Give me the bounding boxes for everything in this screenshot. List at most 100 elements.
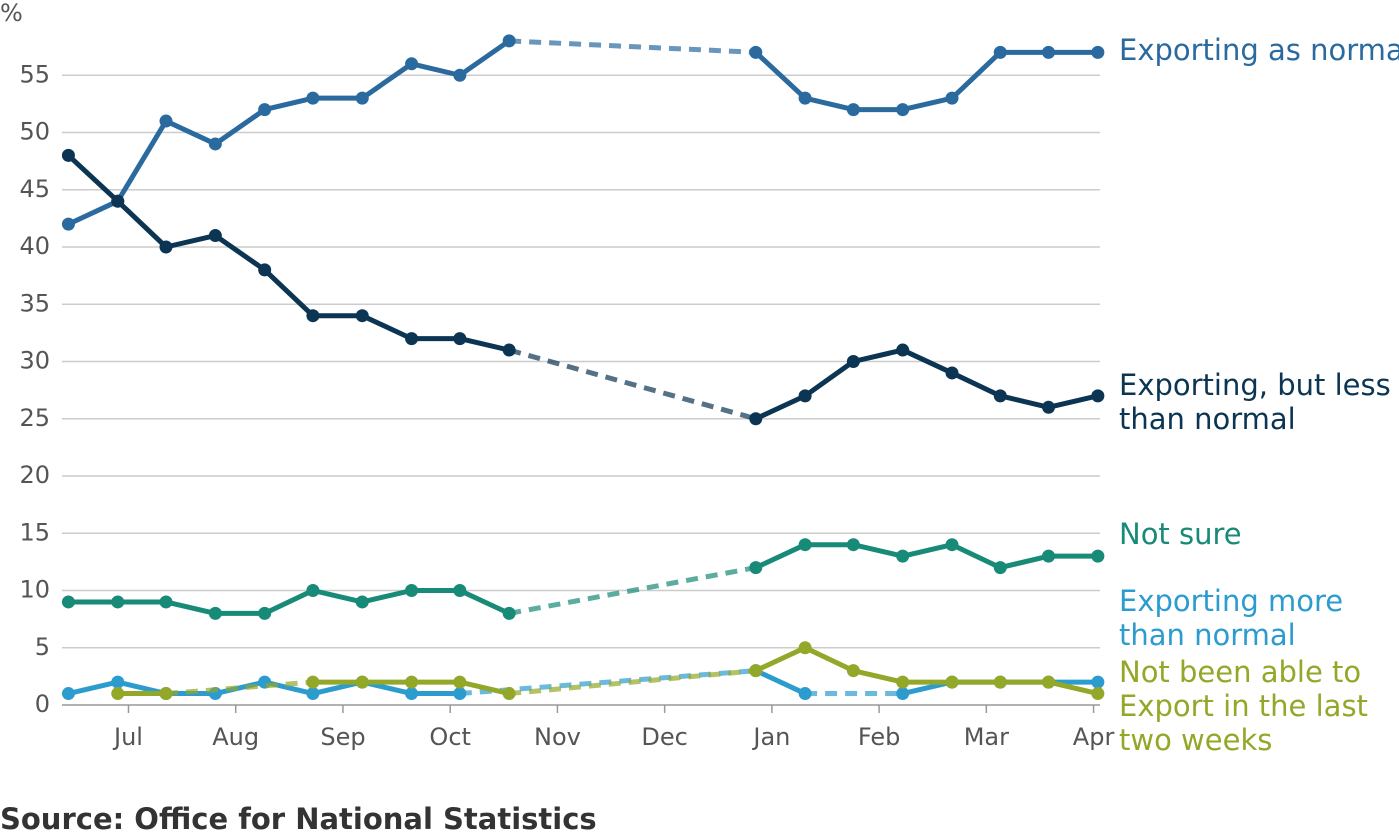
point — [945, 538, 959, 552]
y-tick-label: 45 — [19, 175, 50, 203]
point — [355, 309, 369, 323]
x-tick-label: Mar — [964, 723, 1009, 751]
point — [798, 538, 812, 552]
point — [61, 687, 75, 701]
point — [453, 687, 467, 701]
point — [896, 549, 910, 563]
point — [258, 103, 272, 117]
point — [1091, 675, 1105, 689]
series-label: Exporting as normal — [1119, 33, 1399, 67]
point — [453, 332, 467, 346]
y-tick-label: 20 — [19, 461, 50, 489]
point — [61, 217, 75, 231]
series-line — [754, 542, 1098, 571]
point — [306, 584, 320, 597]
point — [1042, 45, 1056, 59]
x-tick-label: Feb — [858, 723, 901, 751]
point — [846, 664, 860, 678]
point — [405, 687, 419, 701]
series-label: Not been able to Export in the last two … — [1119, 655, 1368, 757]
series-line — [754, 668, 807, 696]
x-tick-label: Apr — [1073, 723, 1115, 751]
point — [1042, 400, 1056, 414]
point — [306, 687, 320, 701]
point — [993, 389, 1007, 403]
interpolated-segment — [508, 668, 757, 697]
y-tick-label: 15 — [19, 518, 50, 546]
series-label: Not sure — [1119, 517, 1242, 551]
point — [61, 595, 75, 609]
point — [111, 687, 125, 701]
point — [159, 595, 173, 609]
x-tick-label: Sep — [320, 723, 365, 751]
point — [258, 606, 272, 620]
point — [355, 91, 369, 105]
point — [1042, 675, 1056, 689]
point — [1091, 549, 1105, 563]
point — [405, 57, 419, 71]
interpolated-segment — [508, 347, 757, 422]
point — [405, 584, 419, 597]
point — [1091, 389, 1105, 403]
point — [159, 114, 173, 128]
point — [453, 68, 467, 82]
point — [896, 103, 910, 117]
point — [111, 194, 125, 208]
point — [355, 675, 369, 689]
point — [896, 343, 910, 357]
point — [111, 595, 125, 609]
point — [896, 687, 910, 701]
series-label: Exporting more than normal — [1119, 584, 1344, 652]
series-line — [754, 645, 1099, 696]
point — [798, 687, 812, 701]
series-line — [68, 588, 511, 616]
point — [405, 675, 419, 689]
point — [208, 229, 222, 243]
point — [355, 595, 369, 609]
x-tick-label: Nov — [534, 723, 581, 751]
point — [502, 343, 516, 357]
y-tick-label: 35 — [19, 289, 50, 317]
point — [306, 309, 320, 323]
y-tick-label: 10 — [19, 576, 50, 604]
interpolated-segment — [508, 565, 757, 616]
point — [945, 366, 959, 380]
point — [1042, 549, 1056, 563]
point — [1091, 45, 1105, 59]
y-tick-label: 40 — [19, 232, 50, 260]
point — [945, 91, 959, 105]
series-line — [66, 153, 510, 353]
point — [798, 91, 812, 105]
point — [111, 675, 125, 689]
point — [502, 34, 516, 48]
y-tick-label: 0 — [35, 690, 50, 718]
point — [749, 561, 763, 575]
x-tick-label: Jan — [751, 723, 790, 751]
point — [846, 538, 860, 552]
point — [993, 675, 1007, 689]
x-tick-label: Jul — [112, 723, 143, 751]
series-line — [67, 38, 511, 227]
point — [749, 664, 763, 678]
y-tick-label: 25 — [19, 404, 50, 432]
point — [749, 45, 763, 59]
y-tick-label: 5 — [35, 633, 50, 661]
y-tick-label: 30 — [19, 347, 50, 375]
point — [846, 103, 860, 117]
point — [159, 240, 173, 254]
point — [453, 584, 467, 597]
point — [258, 263, 272, 277]
source: Source: Office for National Statistics — [0, 802, 597, 836]
point — [945, 675, 959, 689]
series-line — [754, 347, 1099, 422]
point — [502, 687, 516, 701]
point — [405, 332, 419, 346]
point — [798, 389, 812, 403]
point — [159, 687, 173, 701]
y-tick-label: 50 — [19, 118, 50, 146]
point — [993, 561, 1007, 575]
series-label: Exporting, but less than normal — [1119, 368, 1391, 436]
x-tick-label: Dec — [641, 723, 687, 751]
